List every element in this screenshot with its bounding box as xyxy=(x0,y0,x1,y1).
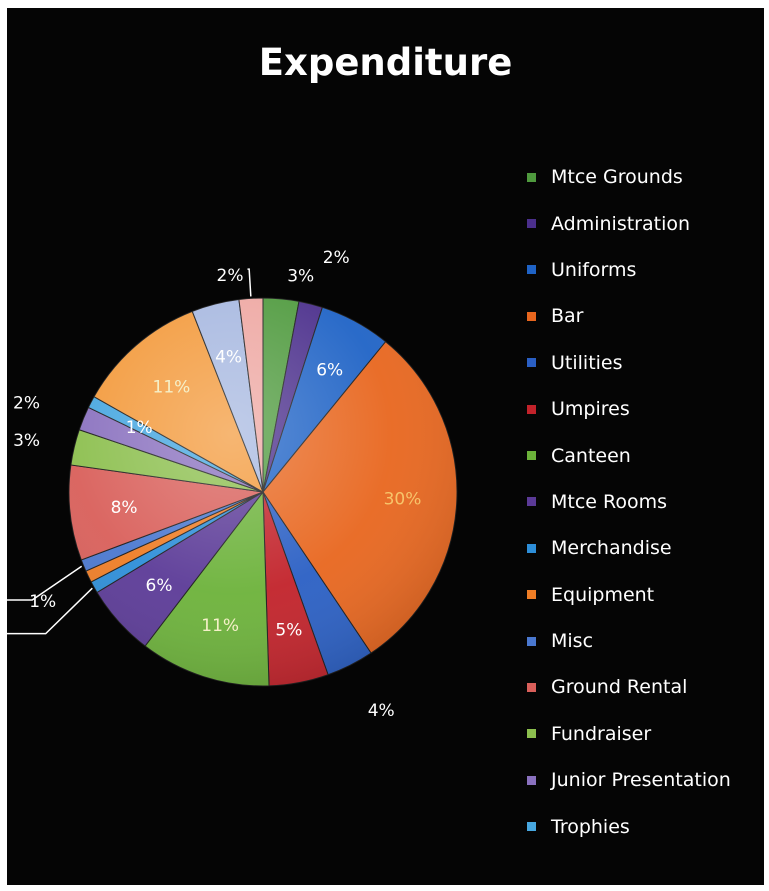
legend-item: Ground Rental xyxy=(527,664,731,710)
legend-label: Mtce Rooms xyxy=(551,490,668,513)
legend-swatch xyxy=(527,311,536,321)
legend-swatch xyxy=(527,451,536,461)
legend-swatch xyxy=(527,543,536,553)
legend-swatch xyxy=(527,497,536,507)
legend-item: Umpires xyxy=(527,386,731,432)
leader-line xyxy=(247,268,252,297)
slice-label: 1% xyxy=(126,418,153,438)
legend-item: Utilities xyxy=(527,340,731,386)
legend-swatch xyxy=(527,219,536,229)
leader-line xyxy=(7,587,93,635)
legend-swatch xyxy=(527,265,536,275)
legend-swatch xyxy=(527,682,536,692)
legend-label: Merchandise xyxy=(551,537,672,560)
legend-swatch xyxy=(527,729,536,739)
legend-item: Canteen xyxy=(527,432,731,478)
slice-label: 2% xyxy=(13,393,40,413)
legend-label: Mtce Grounds xyxy=(551,166,683,189)
chart-title: Expenditure xyxy=(258,41,513,84)
slice-label: 11% xyxy=(201,616,239,636)
slice-label: 6% xyxy=(316,360,343,380)
legend-item: Administration xyxy=(527,200,731,246)
legend-item: Uniforms xyxy=(527,247,731,293)
legend-label: Junior Presentation xyxy=(551,769,731,792)
legend-label: Equipment xyxy=(551,583,655,606)
slice-label: 4% xyxy=(368,701,395,721)
legend-label: Uniforms xyxy=(551,258,637,281)
slice-label: 4% xyxy=(215,348,242,368)
slice-label: 2% xyxy=(323,248,350,268)
legend-label: Umpires xyxy=(551,398,630,421)
legend-item: Mtce Grounds xyxy=(527,154,731,200)
legend-item: Merchandise xyxy=(527,525,731,571)
legend-label: Trophies xyxy=(551,815,630,838)
legend-item: Trophies xyxy=(527,803,731,849)
legend-item: Misc xyxy=(527,618,731,664)
legend: Mtce Grounds Administration Uniforms Bar Uti… xyxy=(527,154,731,850)
slice-label: 3% xyxy=(287,267,314,287)
legend-item: Equipment xyxy=(527,572,731,618)
slice-label: 11% xyxy=(153,378,191,398)
legend-item: Fundraiser xyxy=(527,711,731,757)
legend-label: Utilities xyxy=(551,351,623,374)
slice-label: 8% xyxy=(111,498,138,518)
slice-label: 2% xyxy=(217,266,244,286)
slice-label: 5% xyxy=(275,620,302,640)
legend-item: Mtce Rooms xyxy=(527,479,731,525)
legend-swatch xyxy=(527,590,536,600)
slice-label: 30% xyxy=(384,490,422,510)
legend-swatch xyxy=(527,358,536,368)
legend-label: Administration xyxy=(551,212,691,235)
leader-line xyxy=(7,565,83,601)
legend-label: Bar xyxy=(551,305,584,328)
slice-label: 3% xyxy=(13,431,40,451)
slice-label: 1% xyxy=(29,592,56,612)
legend-swatch xyxy=(527,775,536,785)
legend-swatch xyxy=(527,404,536,414)
legend-item: Junior Presentation xyxy=(527,757,731,803)
slice-label: 6% xyxy=(146,576,173,596)
legend-label: Ground Rental xyxy=(551,676,688,699)
legend-label: Misc xyxy=(551,630,594,653)
legend-swatch xyxy=(527,636,536,646)
legend-swatch xyxy=(527,172,536,182)
legend-label: Fundraiser xyxy=(551,722,652,745)
legend-item: Bar xyxy=(527,293,731,339)
legend-label: Canteen xyxy=(551,444,631,467)
chart-area: Expenditure 3%2%6%30%4%5%11%6%1%1%1%8%3%… xyxy=(7,8,764,885)
legend-swatch xyxy=(527,822,536,832)
